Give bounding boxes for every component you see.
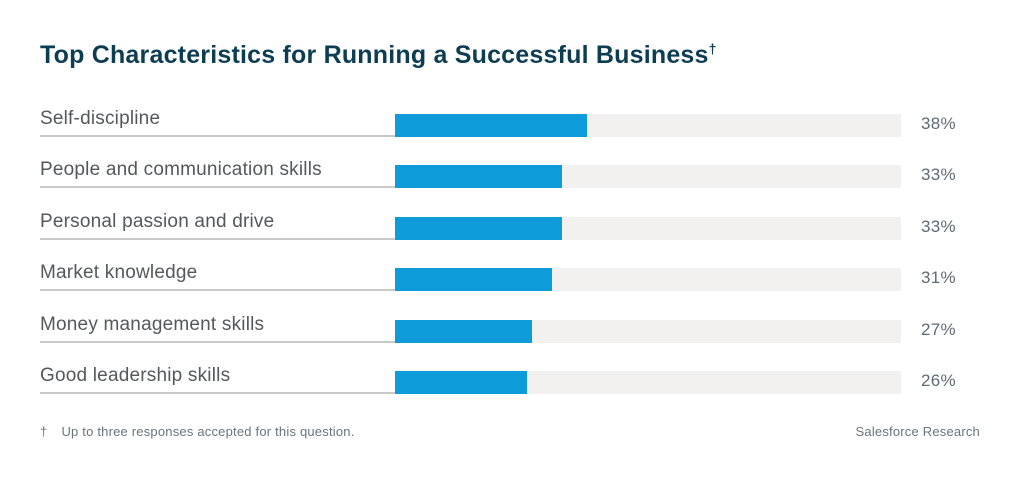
footnote: † Up to three responses accepted for this… [40,424,355,439]
bar-track [395,319,901,343]
category-label: Good leadership skills [40,365,396,394]
chart-row: Money management skills 27% [40,291,980,343]
chart-row: Self-discipline 38% [40,85,980,137]
footnote-text: Up to three responses accepted for this … [61,424,355,439]
value-label: 33% [920,165,956,184]
bar-fill [395,268,552,291]
bar-track [395,165,901,188]
category-label: Personal passion and drive [40,211,396,240]
title-dagger: † [708,40,717,57]
bar-fill [395,113,588,137]
category-label: Self-discipline [40,108,396,137]
chart-footer: † Up to three responses accepted for this… [40,424,980,439]
chart-row: Good leadership skills 26% [40,343,980,394]
bar-fill [395,319,532,343]
bar-track [395,371,901,394]
value-label: 38% [920,113,956,133]
footnote-dagger: † [40,424,48,439]
bar-fill [395,165,563,188]
bar-track [395,268,901,291]
bar-fill [395,371,527,394]
category-label: People and communication skills [40,159,396,188]
bar-track [395,113,901,137]
category-label: Market knowledge [40,262,396,291]
value-label: 33% [920,216,956,236]
bar-fill [395,216,563,240]
source-attribution: Salesforce Research [855,424,980,439]
chart-row: Personal passion and drive 33% [40,188,980,240]
chart-rows: Self-discipline 38% People and communicati… [40,85,980,394]
value-label: 27% [920,319,956,339]
chart-row: People and communication skills 33% [40,137,980,188]
chart-title: Top Characteristics for Running a Succes… [40,40,980,70]
value-label: 31% [920,268,956,287]
chart-title-text: Top Characteristics for Running a Succes… [40,41,709,69]
bar-chart: Self-discipline 38% People and communicati… [40,85,980,394]
bar-track [395,216,901,240]
chart-row: Market knowledge 31% [40,240,980,291]
category-label: Money management skills [40,314,396,343]
value-label: 26% [920,371,956,390]
